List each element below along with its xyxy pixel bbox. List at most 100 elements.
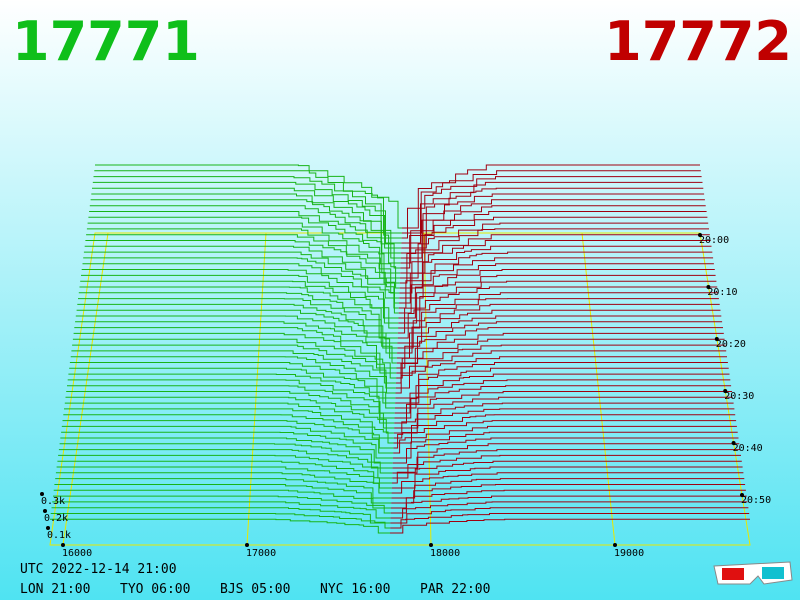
ask-depth-line (393, 414, 736, 444)
bid-depth-line (59, 443, 393, 469)
ask-depth-line (400, 216, 708, 274)
depth-label: 0.1k (47, 530, 71, 541)
bid-depth-line (83, 257, 399, 309)
cyan-lens (762, 567, 784, 579)
bid-depth-line (78, 298, 398, 344)
ask-depth-line (401, 170, 701, 234)
bid-depth-line (95, 164, 402, 229)
bid-depth-line (67, 379, 395, 414)
ask-depth-line (396, 332, 724, 374)
bid-depth-line (71, 350, 396, 389)
price-grid-line (581, 232, 616, 546)
ask-depth-line (392, 437, 739, 464)
ask-depth-line (392, 431, 738, 459)
bid-depth-line (75, 315, 397, 359)
price-label: 19000 (614, 548, 644, 559)
bid-depth-line (83, 251, 400, 304)
ask-price: 17772 (604, 10, 792, 73)
bid-depth-line (92, 187, 402, 249)
bid-depth-line (74, 327, 397, 369)
bid-depth-line (72, 338, 397, 379)
time-tick (740, 493, 744, 497)
price-tick (245, 543, 249, 547)
price-grid-line (62, 232, 109, 546)
bid-depth-line (69, 367, 396, 404)
bid-depth-line (61, 425, 394, 454)
ask-depth-line (397, 292, 718, 339)
3d-glasses-button[interactable] (713, 561, 793, 585)
bid-depth-line (70, 356, 396, 394)
ask-depth-line (390, 507, 749, 524)
ask-depth-line (394, 396, 733, 429)
ask-depth-line (396, 315, 722, 359)
zone-time: NYC 16:00 (320, 582, 390, 597)
bid-depth-line (51, 507, 391, 524)
ask-depth-line (401, 176, 702, 239)
ask-depth-line (397, 303, 720, 349)
ask-depth-line (396, 321, 723, 364)
ask-depth-line (399, 228, 709, 284)
ask-depth-line (395, 362, 728, 399)
bid-depth-line (93, 176, 402, 239)
bid-depth-line (92, 181, 402, 244)
bid-depth-line (61, 431, 393, 459)
zone-time: BJS 05:00 (220, 582, 290, 597)
depth-label: 0.2k (44, 513, 68, 524)
ask-depth-line (398, 263, 714, 314)
axis-labels: 16000 17000 18000 19000 20:00 20:10 20:20 20:30… (40, 233, 771, 559)
ask-depth-line (392, 454, 741, 479)
bid-depth-line (79, 286, 398, 334)
ask-depth-line (391, 460, 742, 484)
bid-depth-line (54, 484, 392, 504)
bid-depth-line (82, 263, 399, 314)
time-zones: LON 21:00 TYO 06:00 BJS 05:00 NYC 16:00 PAR … (20, 582, 490, 597)
ask-depth-line (400, 211, 707, 269)
depth-label: 0.3k (41, 496, 65, 507)
ask-depth-line (396, 338, 725, 379)
bid-depth-line (84, 245, 400, 299)
bid-depth-line (85, 240, 400, 294)
time-label: 20:40 (733, 443, 763, 454)
ask-depth-line (397, 298, 719, 344)
ask-depth-line (393, 420, 737, 449)
bid-depth-line (75, 321, 397, 364)
bid-depth-line (87, 222, 401, 279)
price-label: 18000 (430, 548, 460, 559)
ask-depth-line (399, 251, 713, 304)
bid-depth-line (58, 454, 393, 479)
bid-depth-line (50, 513, 391, 529)
depth-tick (40, 492, 44, 496)
depth-tick (43, 509, 47, 513)
ask-depth-line (401, 187, 704, 249)
bid-depth-line (50, 518, 390, 534)
ask-depth-line (398, 257, 714, 309)
ask-depth-line (394, 379, 731, 414)
bid-depth-line (64, 408, 394, 439)
ask-depth-line (397, 286, 718, 334)
time-tick (706, 285, 711, 289)
ask-depth-line (397, 309, 721, 354)
utc-time: UTC 2022-12-14 21:00 (20, 562, 177, 577)
bid-depth-line (76, 309, 398, 354)
time-label: 20:50 (741, 495, 771, 506)
ask-depth-line (398, 269, 715, 319)
bid-depth-line (73, 332, 397, 374)
zone-time: PAR 22:00 (420, 582, 490, 597)
ask-depth-line (391, 466, 743, 489)
ask-depth-line (391, 472, 744, 494)
bid-depth-line (86, 228, 400, 284)
time-tick (714, 337, 719, 341)
time-label: 20:10 (707, 287, 737, 298)
bid-price: 17771 (12, 10, 200, 73)
time-label: 20:20 (716, 339, 746, 350)
ask-depth-line (398, 280, 717, 329)
ask-depth-line (395, 367, 729, 404)
bid-depth-line (94, 170, 402, 234)
ask-depth-line (395, 356, 727, 394)
ask-depth-line (390, 501, 748, 519)
time-tick (731, 441, 736, 445)
time-tick (723, 389, 728, 393)
floor (49, 232, 751, 546)
bid-depth-line (81, 274, 399, 324)
